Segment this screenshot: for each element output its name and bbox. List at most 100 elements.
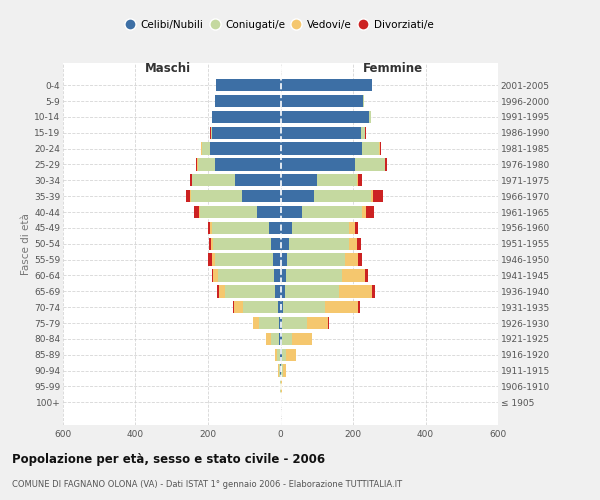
Bar: [213, 238, 271, 250]
Bar: [211, 126, 212, 139]
Bar: [212, 254, 215, 266]
Bar: [226, 285, 275, 298]
Bar: [362, 206, 365, 218]
Bar: [199, 206, 200, 218]
Bar: [292, 222, 349, 234]
Bar: [281, 158, 355, 170]
Bar: [372, 285, 375, 298]
Bar: [286, 348, 296, 361]
Bar: [317, 174, 356, 186]
Bar: [281, 95, 363, 107]
Bar: [342, 270, 365, 281]
Bar: [307, 317, 328, 329]
Bar: [361, 126, 365, 139]
Bar: [212, 110, 281, 123]
Bar: [281, 317, 283, 329]
Bar: [365, 270, 367, 281]
Bar: [216, 79, 281, 92]
Bar: [281, 174, 317, 186]
Bar: [274, 270, 281, 281]
Bar: [243, 301, 278, 314]
Bar: [358, 301, 360, 314]
Bar: [355, 222, 358, 234]
Bar: [211, 238, 213, 250]
Bar: [285, 285, 338, 298]
Bar: [281, 222, 292, 234]
Bar: [281, 142, 362, 155]
Bar: [275, 285, 281, 298]
Bar: [273, 254, 281, 266]
Bar: [212, 222, 269, 234]
Bar: [281, 79, 372, 92]
Bar: [215, 254, 273, 266]
Bar: [328, 317, 329, 329]
Bar: [357, 238, 361, 250]
Bar: [281, 206, 302, 218]
Bar: [214, 270, 218, 281]
Bar: [281, 190, 314, 202]
Bar: [271, 238, 281, 250]
Bar: [355, 158, 385, 170]
Bar: [358, 254, 362, 266]
Bar: [349, 238, 357, 250]
Bar: [283, 317, 307, 329]
Bar: [281, 348, 286, 361]
Bar: [208, 254, 212, 266]
Bar: [257, 206, 281, 218]
Y-axis label: Fasce di età: Fasce di età: [21, 213, 31, 274]
Bar: [371, 190, 373, 202]
Bar: [325, 301, 358, 314]
Text: Popolazione per età, sesso e stato civile - 2006: Popolazione per età, sesso e stato civil…: [12, 452, 325, 466]
Bar: [281, 301, 283, 314]
Bar: [302, 206, 362, 218]
Text: Femmine: Femmine: [363, 62, 423, 75]
Bar: [190, 174, 191, 186]
Bar: [218, 270, 274, 281]
Bar: [281, 285, 285, 298]
Bar: [269, 222, 281, 234]
Legend: Celibi/Nubili, Coniugati/e, Vedovi/e, Divorziati/e: Celibi/Nubili, Coniugati/e, Vedovi/e, Di…: [124, 17, 437, 33]
Bar: [191, 174, 193, 186]
Bar: [280, 348, 281, 361]
Bar: [198, 158, 215, 170]
Bar: [275, 348, 277, 361]
Bar: [235, 174, 281, 186]
Bar: [358, 174, 362, 186]
Text: COMUNE DI FAGNANO OLONA (VA) - Dati ISTAT 1° gennaio 2006 - Elaborazione TUTTITA: COMUNE DI FAGNANO OLONA (VA) - Dati ISTA…: [12, 480, 402, 489]
Bar: [210, 222, 212, 234]
Bar: [292, 332, 312, 345]
Bar: [259, 317, 278, 329]
Bar: [338, 285, 372, 298]
Bar: [191, 190, 242, 202]
Bar: [201, 142, 202, 155]
Bar: [283, 301, 325, 314]
Bar: [314, 190, 371, 202]
Bar: [219, 285, 226, 298]
Bar: [212, 270, 214, 281]
Bar: [217, 285, 219, 298]
Bar: [345, 254, 358, 266]
Bar: [215, 158, 281, 170]
Bar: [215, 95, 281, 107]
Bar: [281, 126, 361, 139]
Bar: [281, 110, 370, 123]
Bar: [193, 174, 235, 186]
Bar: [282, 332, 292, 345]
Bar: [281, 364, 283, 377]
Bar: [208, 222, 210, 234]
Bar: [186, 190, 190, 202]
Bar: [281, 270, 286, 281]
Bar: [253, 317, 259, 329]
Bar: [196, 158, 197, 170]
Bar: [289, 238, 349, 250]
Bar: [194, 206, 199, 218]
Text: Maschi: Maschi: [145, 62, 191, 75]
Bar: [287, 254, 345, 266]
Bar: [233, 301, 234, 314]
Bar: [212, 126, 281, 139]
Bar: [370, 110, 371, 123]
Bar: [278, 301, 281, 314]
Bar: [363, 95, 364, 107]
Bar: [283, 364, 286, 377]
Bar: [210, 142, 281, 155]
